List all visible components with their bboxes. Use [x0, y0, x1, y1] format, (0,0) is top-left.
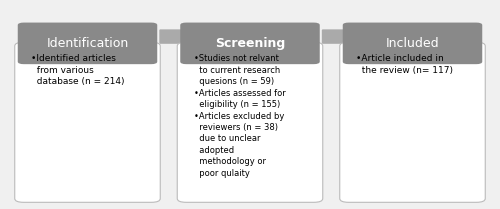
FancyBboxPatch shape	[14, 42, 160, 202]
FancyBboxPatch shape	[177, 42, 323, 202]
FancyBboxPatch shape	[18, 23, 157, 64]
Text: •Studies not relvant
  to current research
  quesions (n = 59)
•Articles assesse: •Studies not relvant to current research…	[194, 54, 286, 178]
Text: Included: Included	[386, 37, 440, 50]
FancyBboxPatch shape	[180, 23, 320, 64]
Polygon shape	[322, 24, 358, 49]
Text: •Article included in
  the review (n= 117): •Article included in the review (n= 117)	[356, 54, 453, 75]
Text: •Identified articles
  from various
  database (n = 214): •Identified articles from various databa…	[31, 54, 125, 86]
FancyBboxPatch shape	[343, 23, 482, 64]
Polygon shape	[160, 24, 195, 49]
FancyBboxPatch shape	[340, 42, 485, 202]
Text: Identification: Identification	[46, 37, 128, 50]
Text: Screening: Screening	[215, 37, 285, 50]
